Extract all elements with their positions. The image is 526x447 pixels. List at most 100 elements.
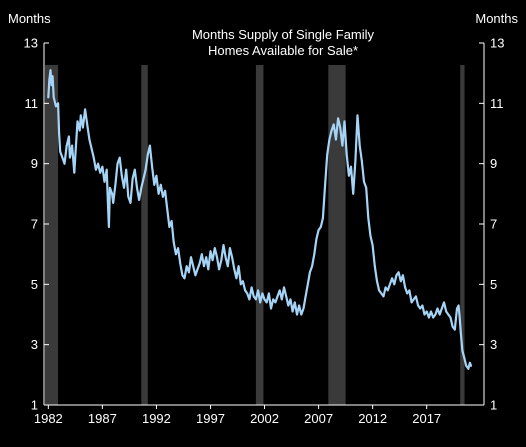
data-point-61: [164, 189, 167, 192]
data-point-4: [51, 75, 54, 78]
data-point-38: [114, 183, 117, 186]
data-point-150: [356, 114, 359, 117]
data-point-167: [393, 283, 396, 286]
data-point-59: [159, 183, 162, 186]
x-tick-label-7: 2017: [412, 411, 441, 426]
data-point-152: [360, 159, 363, 162]
data-point-79: [203, 265, 205, 268]
data-point-12: [65, 144, 68, 147]
data-point-97: [242, 280, 244, 283]
data-point-23: [86, 123, 89, 126]
data-point-185: [432, 316, 435, 319]
data-point-41: [120, 174, 123, 177]
data-point-135: [324, 183, 326, 186]
data-point-179: [419, 307, 422, 310]
data-point-118: [287, 304, 290, 307]
data-point-31: [103, 180, 106, 183]
data-point-182: [425, 310, 428, 313]
data-point-163: [384, 286, 387, 289]
data-point-119: [289, 298, 292, 301]
data-point-154: [365, 186, 368, 189]
data-point-172: [404, 286, 406, 289]
data-point-155: [367, 217, 370, 219]
recession-band-1: [141, 65, 148, 405]
data-point-33: [106, 199, 109, 201]
data-point-19: [78, 129, 81, 132]
data-point-66: [175, 253, 177, 256]
data-point-139: [332, 123, 335, 126]
data-point-89: [224, 256, 227, 259]
data-point-90: [226, 265, 229, 268]
data-point-141: [337, 117, 339, 120]
x-tick-label-2: 1992: [142, 411, 171, 426]
data-point-52: [144, 168, 147, 171]
data-point-148: [352, 192, 355, 195]
data-point-25: [90, 147, 93, 150]
data-point-10: [61, 156, 64, 159]
data-point-202: [465, 364, 468, 367]
data-point-204: [469, 361, 471, 364]
data-point-54: [149, 144, 151, 147]
left-y-tick-label-0: 1: [31, 398, 38, 413]
data-point-199: [459, 331, 462, 334]
data-point-203: [467, 367, 470, 370]
data-point-200: [461, 349, 464, 352]
data-point-96: [239, 283, 242, 286]
data-point-3: [50, 84, 53, 87]
data-point-128: [309, 271, 311, 274]
data-point-125: [302, 307, 305, 310]
data-point-142: [339, 126, 342, 129]
data-point-102: [252, 295, 255, 298]
data-point-164: [386, 289, 389, 292]
data-point-191: [445, 310, 448, 313]
data-point-8: [58, 132, 60, 135]
data-point-84: [213, 247, 216, 250]
x-tick-label-5: 2007: [304, 411, 333, 426]
data-point-93: [233, 268, 236, 271]
data-point-113: [276, 295, 279, 298]
data-point-83: [211, 259, 214, 262]
data-point-99: [246, 292, 249, 295]
series-line-0: [47, 69, 473, 370]
data-point-91: [229, 247, 231, 250]
data-point-117: [285, 295, 288, 298]
data-point-121: [293, 301, 296, 304]
data-point-39: [116, 162, 119, 165]
data-point-42: [123, 186, 125, 189]
data-point-123: [298, 304, 300, 307]
data-point-57: [155, 174, 158, 177]
left-y-tick-label-3: 7: [31, 217, 38, 232]
data-point-169: [397, 271, 400, 274]
data-point-189: [440, 307, 443, 310]
data-point-56: [153, 183, 156, 186]
recession-band-0: [45, 65, 59, 405]
data-point-107: [263, 298, 266, 301]
data-point-166: [391, 277, 393, 280]
data-point-129: [311, 265, 313, 268]
data-point-78: [200, 253, 203, 256]
data-point-73: [190, 256, 192, 259]
data-point-178: [417, 304, 419, 307]
right-y-tick-label-1: 3: [490, 337, 497, 352]
data-point-81: [207, 268, 210, 271]
data-point-165: [389, 283, 391, 286]
data-point-68: [179, 262, 182, 265]
data-point-175: [410, 301, 413, 304]
data-point-32: [105, 168, 108, 171]
data-point-170: [399, 280, 402, 283]
data-point-50: [140, 186, 143, 189]
data-point-130: [313, 253, 316, 256]
data-point-181: [423, 313, 426, 316]
data-point-43: [125, 168, 128, 171]
data-point-53: [146, 153, 149, 156]
data-point-180: [421, 304, 424, 307]
chart-title-line-1: Months Supply of Single Family: [192, 27, 375, 42]
data-point-87: [220, 259, 223, 262]
data-point-11: [63, 162, 66, 165]
data-point-158: [373, 265, 376, 268]
data-point-9: [59, 150, 62, 153]
data-point-104: [257, 289, 259, 292]
data-point-147: [350, 165, 352, 168]
data-point-71: [185, 265, 188, 268]
